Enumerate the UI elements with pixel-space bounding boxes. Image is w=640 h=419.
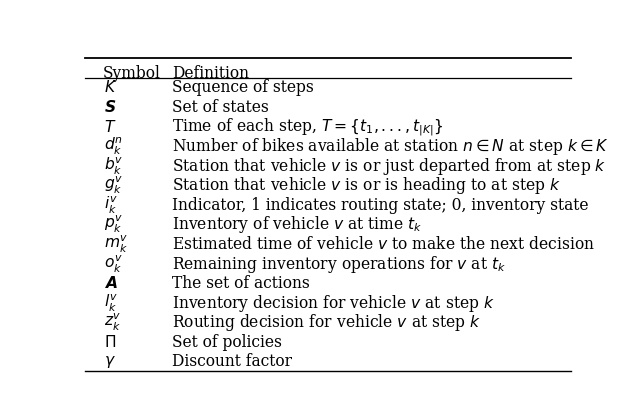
Text: $z_k^v$: $z_k^v$ xyxy=(104,312,122,333)
Text: $\gamma$: $\gamma$ xyxy=(104,353,116,370)
Text: Time of each step, $T = \{t_1, ..., t_{|K|}\}$: Time of each step, $T = \{t_1, ..., t_{|… xyxy=(172,116,444,138)
Text: $K$: $K$ xyxy=(104,79,117,96)
Text: $p_k^v$: $p_k^v$ xyxy=(104,215,123,235)
Text: $d_k^n$: $d_k^n$ xyxy=(104,136,123,157)
Text: Routing decision for vehicle $v$ at step $k$: Routing decision for vehicle $v$ at step… xyxy=(172,312,481,333)
Text: Inventory of vehicle $v$ at time $t_k$: Inventory of vehicle $v$ at time $t_k$ xyxy=(172,215,422,235)
Text: $\Pi$: $\Pi$ xyxy=(104,334,116,351)
Text: Station that vehicle $v$ is or is heading to at step $k$: Station that vehicle $v$ is or is headin… xyxy=(172,175,561,196)
Text: $g_k^v$: $g_k^v$ xyxy=(104,175,123,196)
Text: Discount factor: Discount factor xyxy=(172,353,292,370)
Text: $o_k^v$: $o_k^v$ xyxy=(104,253,123,274)
Text: Set of states: Set of states xyxy=(172,99,269,116)
Text: Sequence of steps: Sequence of steps xyxy=(172,79,314,96)
Text: Number of bikes available at station $n \in N$ at step $k \in K$: Number of bikes available at station $n … xyxy=(172,136,609,157)
Text: Remaining inventory operations for $v$ at $t_k$: Remaining inventory operations for $v$ a… xyxy=(172,253,506,274)
Text: $\boldsymbol{A}$: $\boldsymbol{A}$ xyxy=(104,275,118,292)
Text: Inventory decision for vehicle $v$ at step $k$: Inventory decision for vehicle $v$ at st… xyxy=(172,293,495,314)
Text: Symbol: Symbol xyxy=(102,65,160,82)
Text: $m_k^v$: $m_k^v$ xyxy=(104,234,128,255)
Text: $l_k^v$: $l_k^v$ xyxy=(104,292,118,314)
Text: Definition: Definition xyxy=(172,65,249,82)
Text: $i_k^v$: $i_k^v$ xyxy=(104,195,118,216)
Text: Indicator, 1 indicates routing state; 0, inventory state: Indicator, 1 indicates routing state; 0,… xyxy=(172,197,588,214)
Text: $\boldsymbol{S}$: $\boldsymbol{S}$ xyxy=(104,99,116,116)
Text: Set of policies: Set of policies xyxy=(172,334,282,351)
Text: Station that vehicle $v$ is or just departed from at step $k$: Station that vehicle $v$ is or just depa… xyxy=(172,156,606,177)
Text: $b_k^v$: $b_k^v$ xyxy=(104,155,124,177)
Text: $T$: $T$ xyxy=(104,119,116,135)
Text: The set of actions: The set of actions xyxy=(172,275,310,292)
Text: Estimated time of vehicle $v$ to make the next decision: Estimated time of vehicle $v$ to make th… xyxy=(172,236,595,253)
